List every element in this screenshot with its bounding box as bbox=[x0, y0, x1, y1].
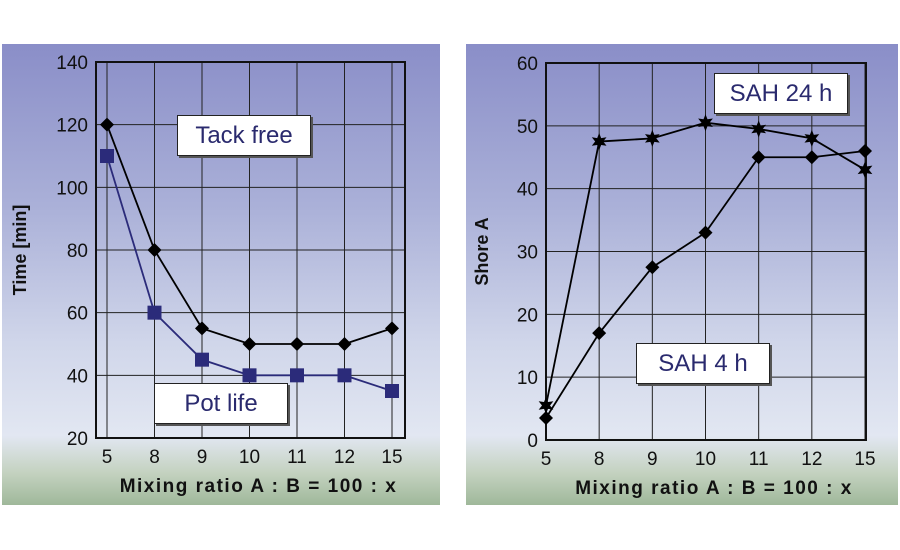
label-tack-free: Tack free bbox=[177, 115, 311, 156]
data-point-star bbox=[644, 129, 660, 147]
y-tick-label: 0 bbox=[527, 431, 538, 452]
y-tick-label: 20 bbox=[67, 429, 88, 450]
y-tick-label: 60 bbox=[517, 54, 538, 75]
y-tick-label: 60 bbox=[67, 304, 88, 325]
data-point-diamond bbox=[698, 225, 713, 240]
data-point-square bbox=[147, 305, 162, 320]
data-point-diamond bbox=[539, 411, 553, 426]
x-tick-label: 11 bbox=[749, 449, 769, 470]
y-tick-label: 20 bbox=[517, 305, 538, 326]
data-point-diamond bbox=[858, 143, 872, 158]
x-tick-label: 9 bbox=[197, 447, 208, 468]
data-point-star bbox=[857, 161, 873, 179]
data-point-square bbox=[337, 368, 352, 383]
data-point-diamond bbox=[147, 243, 162, 257]
y-tick-label: 40 bbox=[517, 180, 538, 201]
data-point-star bbox=[698, 114, 713, 132]
x-tick-label: 5 bbox=[541, 449, 552, 470]
y-tick-label: 80 bbox=[67, 241, 88, 262]
label-sah-24h: SAH 24 h bbox=[714, 73, 848, 114]
chart-time: 20 40 60 80 100 120 140 5 8 9 10 11 12 15 Mixing ratio… bbox=[2, 44, 440, 505]
y-tick-label: 40 bbox=[67, 366, 88, 387]
data-point-square bbox=[100, 149, 114, 163]
x-tick-label: 9 bbox=[647, 449, 658, 470]
data-point-diamond bbox=[592, 326, 607, 341]
x-tick-label: 10 bbox=[239, 447, 260, 468]
x-axis-label: Mixing ratio A : B = 100 : x bbox=[575, 478, 853, 499]
data-point-diamond bbox=[195, 321, 209, 336]
data-point-diamond bbox=[645, 260, 660, 275]
data-point-square bbox=[242, 368, 257, 383]
data-point-diamond bbox=[290, 337, 304, 351]
y-tick-label: 140 bbox=[56, 53, 88, 74]
data-point-star bbox=[538, 396, 554, 414]
data-point-diamond bbox=[751, 150, 766, 165]
x-axis-label: Mixing ratio A : B = 100 : x bbox=[120, 476, 398, 497]
label-sah-4h: SAH 4 h bbox=[636, 343, 770, 384]
x-tick-label: 15 bbox=[381, 447, 402, 468]
data-point-diamond bbox=[385, 321, 399, 336]
x-tick-label: 5 bbox=[102, 447, 113, 468]
y-tick-label: 100 bbox=[56, 178, 88, 199]
data-point-diamond bbox=[242, 337, 257, 351]
data-point-square bbox=[195, 352, 209, 367]
y-tick-label: 50 bbox=[517, 117, 538, 138]
x-tick-label: 8 bbox=[594, 449, 605, 470]
x-tick-label: 12 bbox=[801, 449, 822, 470]
x-tick-label: 11 bbox=[287, 447, 307, 468]
data-point-star bbox=[591, 133, 607, 151]
chart-time-svg: 20 40 60 80 100 120 140 5 8 9 10 11 12 15 Mixing ratio… bbox=[10, 53, 406, 497]
y-axis-label: Time [min] bbox=[10, 205, 30, 296]
plot-frame bbox=[95, 61, 406, 439]
chart-shore: 0 10 20 30 40 50 60 5 8 9 10 11 12 15 Mixing ratio A :… bbox=[466, 44, 898, 505]
data-point-diamond bbox=[337, 337, 352, 351]
data-point-square bbox=[385, 384, 399, 398]
data-point-square bbox=[290, 368, 304, 383]
x-tick-label: 15 bbox=[854, 449, 875, 470]
x-tick-label: 12 bbox=[334, 447, 355, 468]
plot-frame bbox=[545, 62, 867, 441]
x-tick-label: 8 bbox=[149, 447, 160, 468]
y-tick-label: 10 bbox=[517, 368, 538, 389]
y-tick-label: 30 bbox=[517, 243, 538, 264]
y-axis-label: Shore A bbox=[472, 217, 492, 285]
y-tick-label: 120 bbox=[56, 116, 88, 137]
x-tick-label: 10 bbox=[695, 449, 716, 470]
data-point-star bbox=[751, 120, 767, 138]
data-point-diamond bbox=[804, 150, 819, 165]
data-point-star bbox=[804, 129, 820, 147]
data-point-diamond bbox=[100, 117, 114, 132]
label-pot-life: Pot life bbox=[154, 383, 288, 424]
